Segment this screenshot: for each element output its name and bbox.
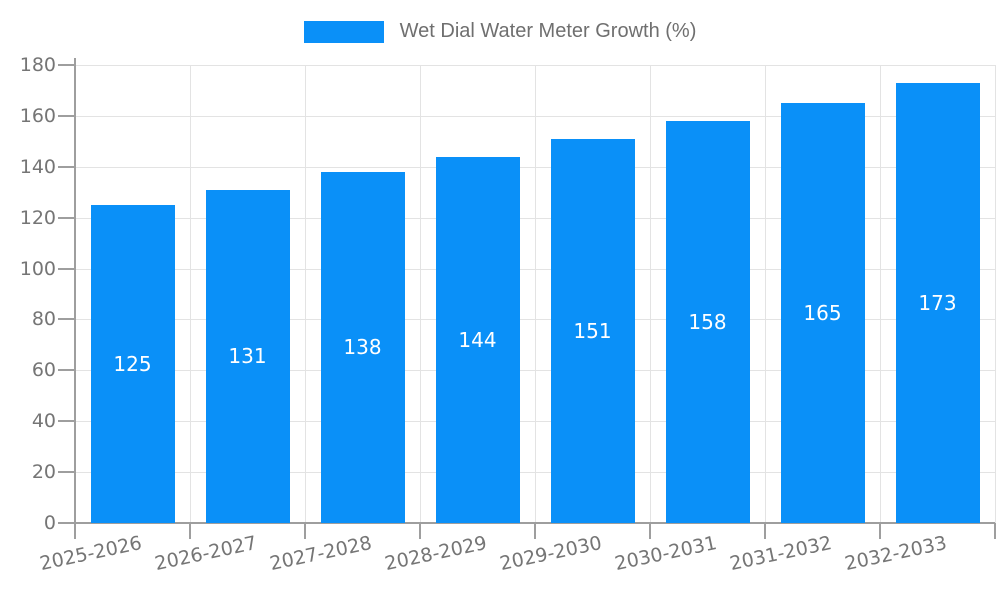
- y-axis-tick: [58, 420, 74, 423]
- bar: 165: [780, 103, 865, 523]
- y-axis-tick-label: 0: [43, 512, 56, 534]
- bar-value-label: 158: [688, 309, 727, 334]
- y-axis-tick-label: 100: [19, 257, 56, 280]
- gridline-vertical: [535, 65, 536, 523]
- bar: 144: [435, 156, 520, 523]
- x-axis-line: [58, 522, 995, 524]
- bar-value-label: 151: [573, 318, 612, 343]
- bar-value-label: 138: [343, 335, 382, 360]
- legend-swatch-icon: [303, 20, 384, 43]
- x-axis-tick: [304, 523, 306, 539]
- bar: 158: [665, 120, 750, 523]
- y-axis-tick: [58, 114, 74, 117]
- y-axis-tick-label: 140: [19, 155, 56, 178]
- y-axis-tick-label: 40: [31, 410, 56, 433]
- y-axis-tick: [58, 64, 74, 66]
- gridline-vertical: [650, 65, 651, 523]
- y-axis-tick-label: 20: [31, 461, 56, 484]
- x-axis-tick: [534, 523, 536, 539]
- y-axis-tick-label: 180: [19, 54, 56, 76]
- bar-value-label: 125: [113, 351, 152, 376]
- y-axis-tick-label: 80: [31, 308, 56, 331]
- bar-value-label: 131: [228, 344, 267, 369]
- bar-value-label: 165: [803, 301, 842, 326]
- y-axis-line: [74, 58, 76, 523]
- gridline-vertical: [765, 65, 766, 523]
- gridline-vertical: [880, 65, 881, 523]
- x-axis-tick: [419, 523, 421, 539]
- y-axis-tick: [58, 522, 74, 524]
- gridline-vertical: [995, 65, 996, 523]
- y-axis-tick: [58, 165, 74, 168]
- x-axis-tick: [879, 523, 881, 539]
- x-axis-tick: [649, 523, 651, 539]
- bar: 138: [320, 171, 405, 523]
- bar-value-label: 144: [458, 327, 497, 352]
- bar: 125: [90, 204, 175, 523]
- legend-label: Wet Dial Water Meter Growth (%): [399, 20, 697, 42]
- chart-legend: Wet Dial Water Meter Growth (%): [0, 20, 1000, 43]
- y-axis-tick: [58, 267, 74, 270]
- bar-value-label: 173: [918, 290, 957, 315]
- y-axis-tick-label: 160: [19, 104, 56, 127]
- gridline-vertical: [420, 65, 421, 523]
- y-axis-tick: [58, 471, 74, 474]
- gridline-vertical: [190, 65, 191, 523]
- y-axis-tick: [58, 216, 74, 219]
- bar: 173: [895, 82, 980, 523]
- x-axis-tick: [764, 523, 766, 539]
- gridline-vertical: [305, 65, 306, 523]
- bar: 131: [205, 189, 290, 523]
- y-axis-tick-label: 120: [19, 206, 56, 229]
- y-axis-tick: [58, 369, 74, 372]
- bar: 151: [550, 138, 635, 523]
- x-axis-tick: [189, 523, 191, 539]
- y-axis-tick-label: 60: [31, 359, 56, 382]
- y-axis-tick: [58, 318, 74, 321]
- x-axis-tick: [74, 523, 76, 539]
- x-axis-tick: [994, 523, 996, 539]
